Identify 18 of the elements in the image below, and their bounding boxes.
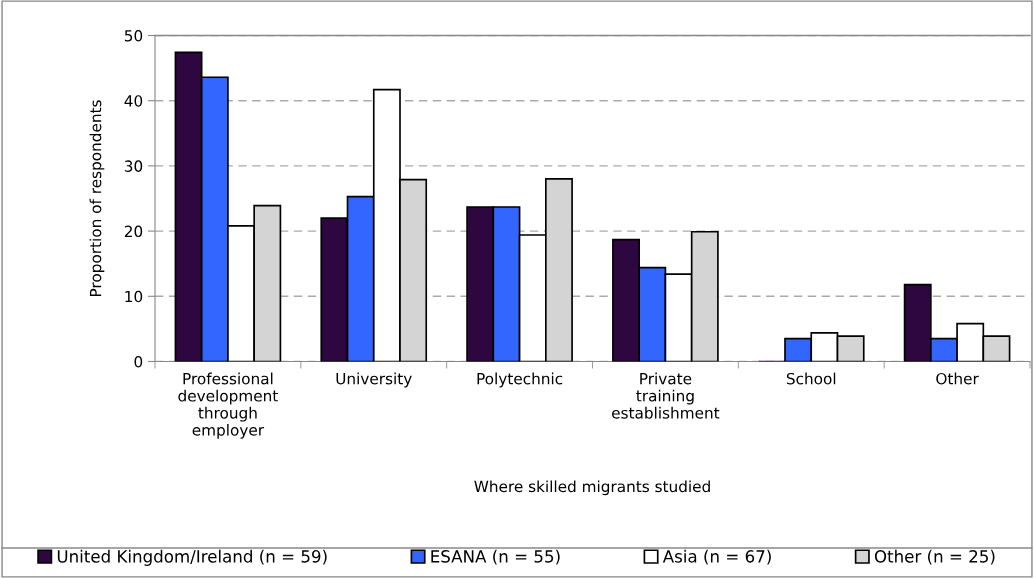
x-tick-label: Polytechnic	[477, 372, 563, 388]
x-tick-label: School	[786, 372, 836, 385]
y-tick-label: 10	[125, 290, 143, 303]
legend-label: United Kingdom/Ireland (n = 59)	[57, 549, 327, 566]
legend-label: Other (n = 25)	[874, 549, 995, 565]
x-tick-label: Private training establishment	[612, 372, 720, 419]
y-tick-label: 50	[124, 29, 143, 42]
y-tick-label: 0	[134, 355, 143, 368]
x-tick-label: University	[336, 372, 412, 388]
y-tick-label: 20	[124, 225, 143, 238]
legend-label: Asia (n = 67)	[662, 549, 771, 565]
x-tick-label: Professional development through employer	[178, 372, 278, 439]
y-tick-label: 30	[124, 160, 143, 172]
y-tick-label: 40	[124, 95, 143, 107]
legend-label: ESANA (n = 55)	[431, 549, 560, 565]
x-axis-title: Where skilled migrants studied	[474, 480, 710, 496]
y-axis-title: Proportion of respondents	[89, 100, 105, 297]
x-tick-label: Other	[936, 372, 979, 385]
